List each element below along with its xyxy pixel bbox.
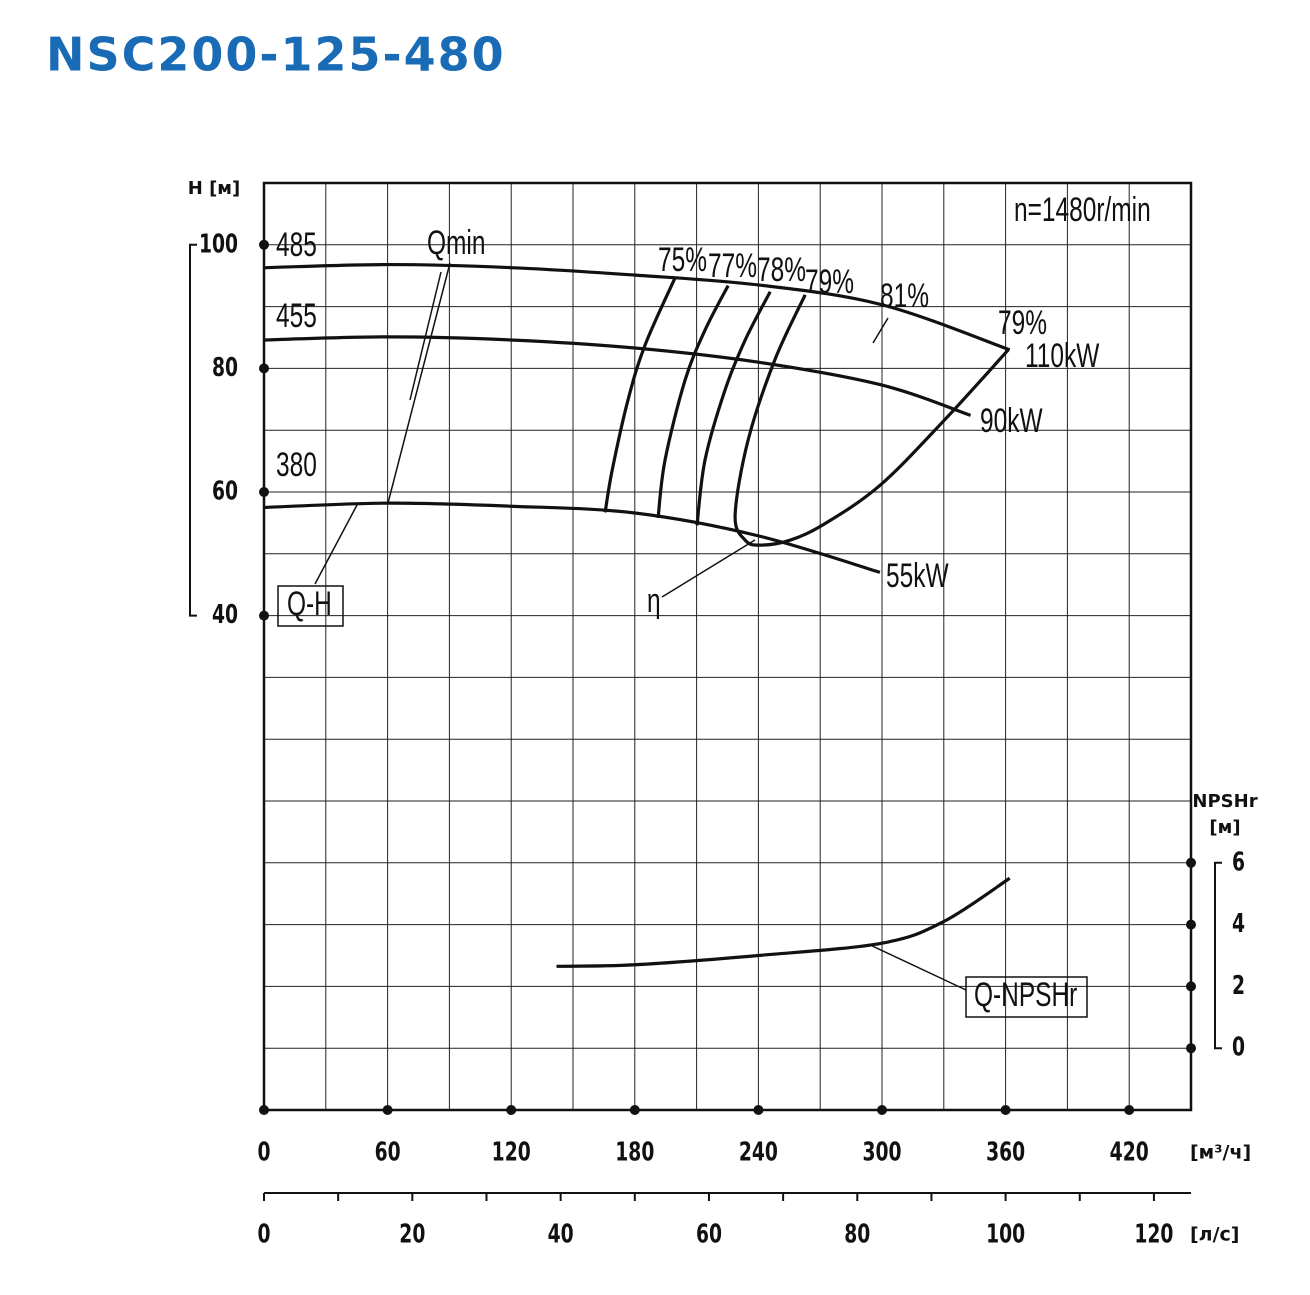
curve: [733, 294, 1010, 547]
y2-bracket: [1214, 861, 1222, 1050]
x-tick: [1124, 1105, 1135, 1115]
y-tick: [259, 487, 269, 497]
chart-title: NSC200-125-480: [46, 28, 506, 82]
annotation: 79%: [998, 304, 1047, 342]
x-tick: [629, 1105, 640, 1115]
plot-frame: [262, 181, 1193, 1112]
x2-tick-label: 80: [844, 1220, 870, 1250]
x2-tick-label: 60: [696, 1220, 722, 1250]
leader-line: [387, 262, 451, 504]
x2-axis-label: [л/с]: [1190, 1224, 1240, 1246]
y-bracket: [189, 243, 197, 617]
x-tick: [1000, 1105, 1011, 1115]
annotation: η: [647, 582, 661, 620]
x2-tick-label: 0: [257, 1220, 270, 1250]
x-tick: [506, 1105, 517, 1115]
series-label: 77%: [708, 247, 757, 285]
y2-tick-label: 6: [1232, 847, 1245, 877]
y2-axis-label: NPSHr: [1192, 791, 1257, 812]
leader-line: [409, 271, 442, 401]
curve: [263, 501, 881, 574]
y-tick: [259, 363, 269, 374]
x-tick-label: 0: [257, 1138, 270, 1168]
series-label: Q-NPSHr: [974, 976, 1077, 1014]
x-axis-label: [м³/ч]: [1190, 1142, 1251, 1164]
label-box: [277, 585, 344, 627]
x-tick: [259, 1105, 269, 1115]
y2-tick-label: 4: [1232, 909, 1245, 939]
x-tick-label: 60: [375, 1138, 401, 1168]
annotation: 55kW: [886, 557, 949, 595]
y2-tick: [1186, 1043, 1196, 1054]
curve: [603, 276, 677, 513]
series-label: 75%: [658, 241, 707, 279]
annotation: 81%: [880, 277, 929, 315]
x2-tick-label: 100: [986, 1220, 1025, 1250]
y-tick-label: 100: [199, 229, 238, 259]
series-label: 485: [276, 226, 317, 264]
curve: [263, 335, 972, 417]
x-tick-label: 360: [986, 1138, 1025, 1168]
annotation: Q-H: [287, 585, 332, 623]
leader-line: [872, 317, 889, 344]
series-label: 455: [276, 297, 317, 335]
y-tick-label: 60: [212, 477, 238, 507]
y2-tick-label: 0: [1232, 1033, 1245, 1063]
y2-axis-label: [м]: [1209, 817, 1240, 838]
annotation: 90kW: [980, 402, 1043, 440]
x-tick: [753, 1105, 764, 1115]
y-tick: [259, 610, 269, 621]
y2-tick: [1186, 919, 1196, 930]
leader-line: [314, 504, 358, 585]
y-tick-label: 40: [212, 600, 238, 630]
x-tick-label: 180: [615, 1138, 654, 1168]
y2-tick: [1186, 857, 1196, 868]
y-axis-label: H [м]: [188, 178, 241, 199]
x2-tick-label: 20: [399, 1220, 425, 1250]
x-tick-label: 240: [739, 1138, 778, 1168]
annotation: 110kW: [1025, 337, 1099, 375]
x2-tick-label: 40: [548, 1220, 574, 1250]
x-tick: [877, 1105, 887, 1115]
x-tick: [382, 1105, 393, 1115]
annotation: Qmin: [427, 224, 485, 262]
label-box: [965, 976, 1088, 1018]
x-tick-label: 300: [862, 1138, 901, 1168]
curve: [556, 876, 1011, 968]
y2-tick: [1186, 981, 1196, 992]
y-tick-label: 80: [212, 353, 238, 383]
leader-line: [867, 943, 967, 991]
x2-tick-label: 120: [1134, 1220, 1173, 1250]
annotation: n=1480r/min: [1014, 191, 1151, 229]
x-tick-label: 420: [1110, 1138, 1149, 1168]
leader-line: [661, 539, 756, 598]
x-tick-label: 120: [492, 1138, 531, 1168]
curve: [695, 291, 772, 526]
curve: [656, 284, 730, 519]
series-label: 380: [276, 446, 317, 484]
curve: [263, 262, 1011, 352]
series-label: 79%: [805, 263, 854, 301]
series-label: 78%: [757, 251, 806, 289]
y-tick: [259, 239, 269, 250]
y2-tick-label: 2: [1232, 971, 1245, 1001]
